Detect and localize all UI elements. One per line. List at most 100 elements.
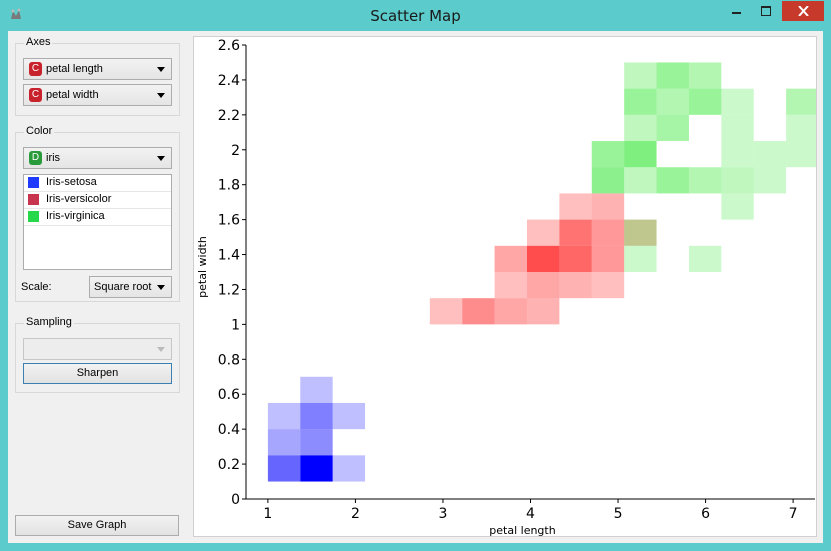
heatmap-cell-iris-virginica <box>624 62 657 89</box>
heatmap-cell-iris-versicolor <box>494 298 527 325</box>
heatmap-cell-iris-virginica <box>721 141 754 168</box>
heatmap-cell-iris-versicolor <box>591 193 625 220</box>
sampling-combo[interactable] <box>23 338 172 360</box>
scale-combo[interactable]: Square root <box>89 276 172 298</box>
x-tick-label: 4 <box>526 506 535 522</box>
heatmap-cell-iris-setosa <box>267 455 301 482</box>
chevron-down-icon <box>157 347 165 352</box>
color-swatch <box>28 177 39 188</box>
plot-area[interactable]: 1 2 3 4 5 6 7 0 0.2 0.4 0.6 0.8 1 1.2 1.4 1.6 1.8 2 2.2 2.4… <box>193 36 817 537</box>
axes-group-title: Axes <box>24 36 53 48</box>
x-attribute-label: petal length <box>46 63 103 75</box>
close-button[interactable] <box>782 1 824 21</box>
minimize-button[interactable] <box>722 1 750 21</box>
x-attribute-combo[interactable]: C petal length <box>23 58 172 80</box>
x-tick-label: 7 <box>789 506 798 522</box>
heatmap-cell-iris-setosa <box>332 455 366 482</box>
minimize-icon <box>732 12 741 14</box>
heatmap-cell-iris-virginica <box>688 167 722 194</box>
maximize-icon <box>761 6 771 16</box>
maximize-button[interactable] <box>752 1 780 21</box>
heatmap-cell-iris-setosa <box>300 402 333 430</box>
continuous-variable-icon: C <box>29 62 42 76</box>
sharpen-button[interactable]: Sharpen <box>23 363 172 384</box>
x-tick-label: 6 <box>701 506 710 522</box>
color-attribute-combo[interactable]: D iris <box>23 147 172 169</box>
heatmap-cell-iris-virginica <box>656 167 689 194</box>
legend-label: Iris-virginica <box>46 210 105 222</box>
color-legend-list[interactable]: Iris-setosa Iris-versicolor Iris-virgini… <box>23 174 172 270</box>
legend-item-iris-versicolor[interactable]: Iris-versicolor <box>24 192 171 209</box>
chevron-down-icon <box>157 67 165 72</box>
color-attribute-label: iris <box>46 152 61 164</box>
heatmap-cell-iris-versicolor <box>494 272 527 299</box>
scale-label: Scale: <box>21 281 52 293</box>
chevron-down-icon <box>157 93 165 98</box>
heatmap-cell-iris-versicolor <box>559 193 592 220</box>
y-tick-label: 2.2 <box>218 108 240 124</box>
heatmap-cell-iris-setosa <box>300 455 333 482</box>
heatmap-cell-iris-virginica <box>591 141 625 168</box>
legend-label: Iris-setosa <box>46 176 97 188</box>
y-tick-label: 0 <box>231 492 240 508</box>
heatmap-cell-iris-setosa <box>267 429 301 456</box>
legend-item-iris-setosa[interactable]: Iris-setosa <box>24 175 171 192</box>
color-swatch <box>28 211 39 222</box>
color-group-title: Color <box>24 125 55 137</box>
y-tick-label: 2 <box>231 143 240 159</box>
y-tick-label: 2.6 <box>218 38 240 54</box>
close-icon <box>798 6 809 16</box>
legend-item-iris-virginica[interactable]: Iris-virginica <box>24 209 171 226</box>
heatmap-cell-iris-versicolor <box>591 219 625 246</box>
heatmap-cell-iris-versicolor <box>559 219 592 246</box>
legend-label: Iris-versicolor <box>46 193 112 205</box>
y-attribute-combo[interactable]: C petal width <box>23 84 172 106</box>
heatmap-cell-iris-versicolor <box>462 298 495 325</box>
heatmap-cell-iris-virginica <box>624 219 657 246</box>
heatmap-cell-iris-virginica <box>624 167 657 194</box>
y-tick-label: 0.4 <box>218 422 240 438</box>
x-tick-label: 5 <box>614 506 623 522</box>
heatmap-cell-iris-virginica <box>624 114 657 142</box>
heatmap-cell-iris-virginica <box>656 114 689 142</box>
y-tick-label: 2.4 <box>218 73 240 89</box>
heatmap-cell-iris-virginica <box>624 141 657 168</box>
heatmap-cell-iris-virginica <box>721 167 754 194</box>
continuous-variable-icon: C <box>29 88 42 102</box>
heatmap-cell-iris-virginica <box>624 245 657 272</box>
color-swatch <box>28 194 39 205</box>
heatmap-cell-iris-versicolor <box>526 272 560 299</box>
scale-value: Square root <box>94 281 152 293</box>
x-tick-label: 2 <box>351 506 360 522</box>
heatmap-cell-iris-versicolor <box>526 298 560 325</box>
save-graph-button[interactable]: Save Graph <box>15 515 179 536</box>
heatmap-cell-iris-virginica <box>786 88 816 115</box>
heatmap-cell-iris-versicolor <box>526 245 560 272</box>
heatmap-chart[interactable]: 1 2 3 4 5 6 7 0 0.2 0.4 0.6 0.8 1 1.2 1.4 1.6 1.8 2 2.2 2.4… <box>194 37 816 536</box>
y-axis-title: petal width <box>196 236 209 298</box>
chevron-down-icon <box>157 285 165 290</box>
title-bar[interactable]: Scatter Map <box>0 0 831 31</box>
heatmap-cell-iris-virginica <box>786 114 816 142</box>
heatmap-cell-iris-setosa <box>300 376 333 403</box>
y-tick-label: 1.6 <box>218 213 240 229</box>
heatmap-cell-iris-virginica <box>688 88 722 115</box>
heatmap-cell-iris-virginica <box>753 167 787 194</box>
heatmap-cell-iris-versicolor <box>559 272 592 299</box>
x-tick-label: 3 <box>439 506 448 522</box>
heatmap-cell-iris-virginica <box>721 88 754 115</box>
y-tick-label: 0.6 <box>218 387 240 403</box>
y-tick-label: 0.2 <box>218 457 240 473</box>
y-tick-label: 1.4 <box>218 248 240 264</box>
heatmap-cell-iris-virginica <box>688 245 722 272</box>
heatmap-cell-iris-setosa <box>267 402 301 430</box>
heatmap-cell-iris-virginica <box>786 141 816 168</box>
heatmap-cell-iris-virginica <box>721 193 754 220</box>
heatmap-cell-iris-versicolor <box>591 245 625 272</box>
x-tick-label: 1 <box>263 506 272 522</box>
y-attribute-label: petal width <box>46 89 99 101</box>
heatmap-cell-iris-virginica <box>721 114 754 142</box>
heatmap-cell-iris-versicolor <box>494 245 527 272</box>
window-title: Scatter Map <box>370 7 461 25</box>
